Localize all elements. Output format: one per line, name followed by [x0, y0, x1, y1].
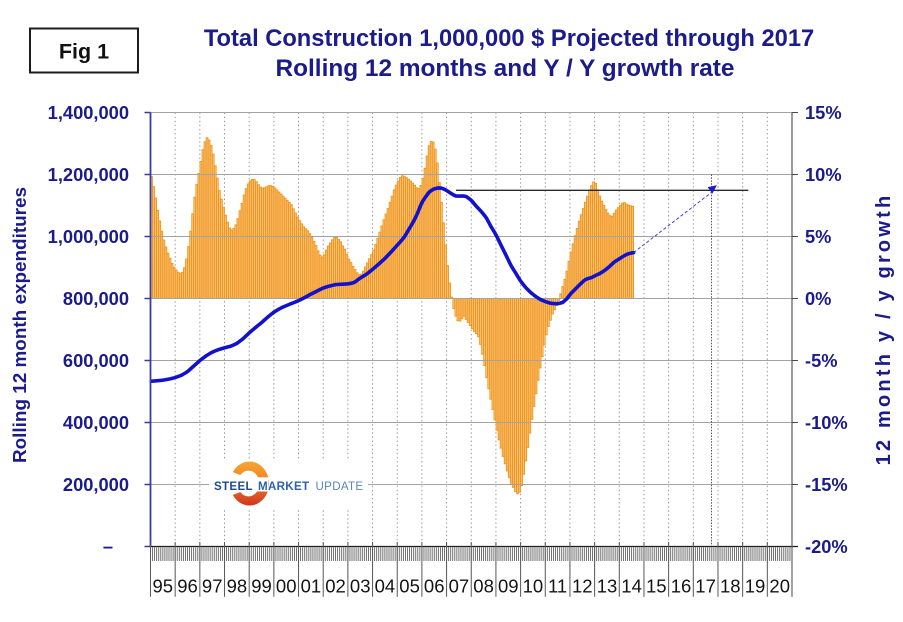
svg-text:MARKET: MARKET	[258, 480, 309, 493]
svg-text:STEEL: STEEL	[214, 480, 253, 493]
svg-text:96: 96	[177, 576, 198, 597]
svg-text:07: 07	[449, 576, 470, 597]
svg-text:18: 18	[720, 576, 741, 597]
svg-text:14: 14	[621, 576, 642, 597]
svg-text:Fig 1: Fig 1	[59, 40, 109, 64]
svg-text:-10%: -10%	[805, 412, 848, 433]
svg-text:05: 05	[399, 576, 420, 597]
svg-text:200,000: 200,000	[63, 474, 129, 495]
svg-text:-20%: -20%	[805, 536, 848, 557]
svg-text:97: 97	[202, 576, 223, 597]
svg-text:17: 17	[695, 576, 716, 597]
svg-text:13: 13	[597, 576, 618, 597]
svg-text:01: 01	[301, 576, 322, 597]
svg-text:12: 12	[572, 576, 593, 597]
svg-text:11: 11	[548, 576, 567, 597]
svg-text:02: 02	[325, 576, 346, 597]
svg-text:16: 16	[671, 576, 692, 597]
svg-text:12 month y / y growth: 12 month y / y growth	[873, 193, 895, 466]
svg-text:98: 98	[227, 576, 248, 597]
svg-text:95: 95	[153, 576, 174, 597]
svg-text:15%: 15%	[805, 102, 842, 123]
svg-text:1,000,000: 1,000,000	[48, 226, 129, 247]
svg-text:UPDATE: UPDATE	[316, 480, 364, 493]
svg-text:1,200,000: 1,200,000	[48, 164, 129, 185]
svg-text:10%: 10%	[805, 164, 842, 185]
svg-text:99: 99	[251, 576, 272, 597]
svg-text:-15%: -15%	[805, 474, 848, 495]
svg-text:5%: 5%	[805, 226, 831, 247]
svg-text:04: 04	[375, 576, 396, 597]
svg-text:Rolling 12 month expenditures: Rolling 12 month expenditures	[10, 187, 31, 463]
svg-text:–: –	[103, 535, 113, 556]
svg-text:600,000: 600,000	[63, 350, 129, 371]
svg-text:-5%: -5%	[805, 350, 838, 371]
svg-text:19: 19	[745, 576, 766, 597]
svg-text:400,000: 400,000	[63, 412, 129, 433]
svg-text:20: 20	[769, 576, 790, 597]
svg-text:08: 08	[473, 576, 494, 597]
svg-text:1,400,000: 1,400,000	[48, 102, 129, 123]
svg-text:0%: 0%	[805, 288, 831, 309]
svg-text:10: 10	[523, 576, 544, 597]
svg-text:800,000: 800,000	[63, 288, 129, 309]
svg-text:03: 03	[350, 576, 371, 597]
svg-text:09: 09	[498, 576, 519, 597]
svg-text:00: 00	[276, 576, 297, 597]
svg-text:06: 06	[424, 576, 445, 597]
svg-text:Total Construction 1,000,000 $: Total Construction 1,000,000 $ Projected…	[204, 26, 814, 52]
svg-text:15: 15	[646, 576, 667, 597]
svg-text:Rolling 12 months and Y / Y gr: Rolling 12 months and Y / Y growth rate	[276, 55, 735, 82]
